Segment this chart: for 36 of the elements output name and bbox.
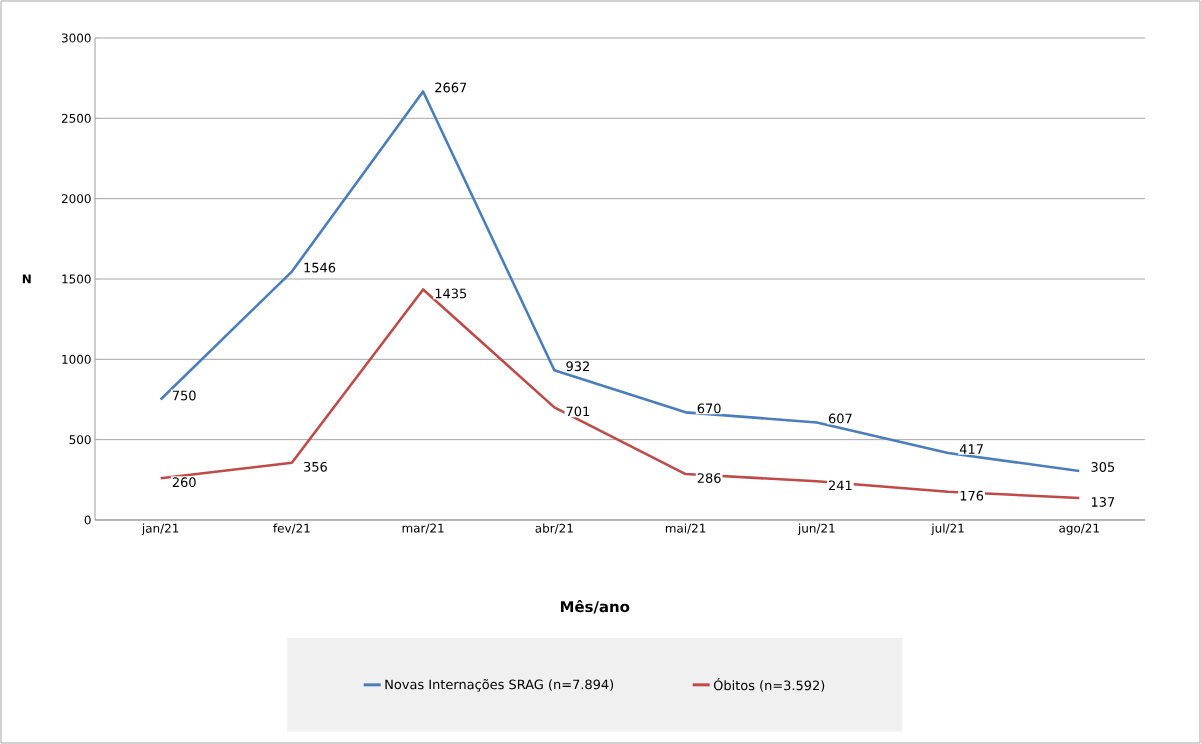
data-label: 260 — [172, 477, 196, 488]
x-tick-label: fev/21 — [273, 523, 310, 534]
line-series — [159, 288, 1081, 500]
x-tick-label: abr/21 — [535, 523, 573, 534]
data-label: 1435 — [435, 288, 467, 299]
data-label: 932 — [566, 361, 589, 372]
y-axis-title: N — [22, 274, 31, 284]
data-label: 750 — [172, 390, 196, 401]
x-tick-label: ago/21 — [1059, 523, 1099, 535]
y-tick-label: 2000 — [61, 194, 91, 204]
y-tick-label: 1500 — [62, 274, 91, 284]
data-label: 286 — [697, 473, 721, 483]
x-tick-label: mar/21 — [402, 523, 444, 534]
legend-label: Óbitos (n=3.592) — [713, 678, 825, 692]
y-tick-label: 0 — [84, 515, 91, 525]
data-label: 670 — [697, 403, 721, 414]
x-tick-label: mai/21 — [665, 523, 706, 534]
data-label: 176 — [960, 490, 984, 501]
legend-label: Novas Internações SRAG (n=7.894) — [385, 679, 614, 692]
y-tick-label: 2500 — [61, 113, 91, 123]
data-label: 607 — [828, 413, 852, 424]
data-label: 1546 — [304, 262, 336, 273]
data-label: 701 — [566, 406, 590, 417]
data-label: 137 — [1091, 497, 1115, 507]
data-label: 241 — [828, 480, 852, 491]
x-tick-label: jul/21 — [931, 523, 964, 536]
y-tick-label: 500 — [69, 435, 91, 445]
data-label: 2667 — [435, 82, 467, 93]
data-label: 305 — [1091, 462, 1115, 472]
data-label: 417 — [959, 444, 983, 454]
y-tick-label: 3000 — [61, 33, 91, 43]
x-axis-title: Mês/ano — [560, 600, 630, 614]
data-label: 356 — [304, 461, 327, 472]
y-tick-label: 1000 — [62, 354, 91, 364]
x-tick-label: jan/21 — [141, 523, 179, 536]
x-tick-label: jun/21 — [797, 523, 835, 536]
